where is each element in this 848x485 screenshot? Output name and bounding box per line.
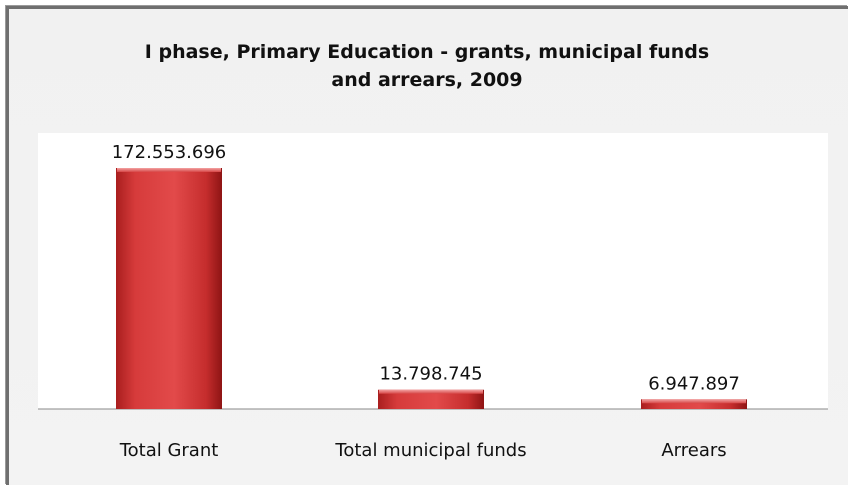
category-label-arrears: Arrears	[661, 440, 726, 461]
category-label-total-grant: Total Grant	[119, 440, 219, 461]
bar-top-highlight-total-municipal-funds	[379, 389, 483, 394]
bar-top-highlight-total-grant	[117, 168, 221, 172]
data-label-arrears: 6.947.897	[648, 373, 740, 394]
data-label-total-municipal-funds: 13.798.745	[379, 364, 482, 385]
chart-title-line-1: I phase, Primary Education - grants, mun…	[144, 41, 710, 63]
bar-total-grant	[116, 168, 222, 409]
bar-arrears	[641, 399, 747, 409]
data-label-total-grant: 172.553.696	[112, 142, 227, 163]
bar-total-municipal-funds	[378, 389, 484, 409]
bar-top-highlight-arrears	[642, 399, 746, 404]
category-label-total-municipal-funds: Total municipal funds	[334, 440, 526, 461]
chart-title-line-2: and arrears, 2009	[331, 69, 523, 91]
chart-title: I phase, Primary Education - grants, mun…	[6, 38, 848, 94]
